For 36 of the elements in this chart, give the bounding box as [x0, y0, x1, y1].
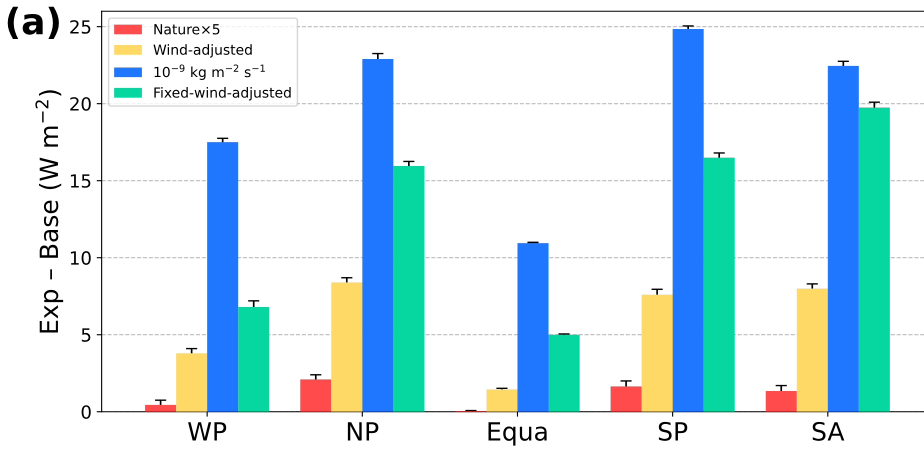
bar	[766, 390, 797, 412]
legend-label: 10$^{−9}$ kg m$^{−2}$ s$^{−1}$	[154, 64, 265, 80]
y-axis-title: Exp – Base (W m$^{−2}$)	[35, 90, 64, 333]
bar	[176, 353, 208, 412]
y-tick-label: 25	[70, 20, 90, 34]
bar	[548, 334, 580, 412]
bar	[672, 28, 704, 412]
bar	[828, 66, 859, 412]
bar	[486, 389, 518, 412]
legend-label: Fixed-wind-adjusted	[154, 87, 291, 100]
bar	[796, 288, 828, 412]
x-tick-label: Equa	[488, 422, 547, 446]
bar	[393, 166, 424, 412]
bar	[300, 379, 332, 412]
y-tick-label: 20	[70, 97, 91, 111]
bar	[145, 404, 176, 412]
y-tick-label: 10	[70, 251, 91, 265]
legend-label: Nature×5	[154, 24, 220, 34]
bar	[331, 282, 362, 412]
y-tick-label: 0	[82, 405, 91, 419]
x-tick-label: NP	[348, 422, 378, 440]
bar	[238, 307, 270, 412]
bar	[362, 59, 394, 412]
bar	[642, 294, 673, 412]
bar	[858, 108, 890, 412]
y-tick-label: 5	[82, 328, 90, 342]
y-tick-label: 15	[70, 174, 90, 188]
chart-title: (a)	[8, 6, 59, 39]
bar	[207, 142, 238, 412]
x-tick-label: WP	[188, 422, 226, 440]
x-tick-label: SP	[658, 422, 688, 441]
bar	[517, 243, 549, 412]
bar	[610, 386, 642, 412]
x-tick-label: SA	[812, 422, 844, 441]
bar	[704, 158, 735, 412]
legend-label: Wind-adjusted	[153, 44, 252, 58]
